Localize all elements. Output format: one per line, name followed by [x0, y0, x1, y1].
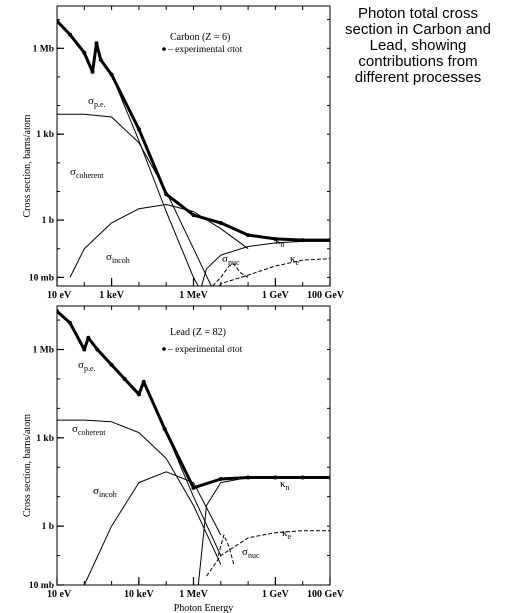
data-point	[136, 392, 141, 397]
data-point	[191, 213, 196, 218]
series-label: κn	[280, 478, 290, 492]
x-axis-label: Photon Energy	[174, 603, 234, 613]
series-label: σnuc	[222, 253, 240, 267]
data-point	[68, 32, 73, 37]
y-tick-label: 1 Mb	[33, 345, 54, 355]
x-tick-label: 10 eV	[47, 290, 72, 301]
x-tick-label: 10 keV	[124, 589, 155, 600]
series-line	[212, 263, 249, 286]
y-tick-label: 10 mb	[29, 581, 54, 591]
series-line	[57, 22, 199, 286]
data-point	[328, 475, 330, 480]
y-axis-label: Cross section, barns/atom	[22, 414, 33, 517]
figure-caption: Photon total cross section in Carbon and…	[330, 6, 506, 86]
data-point	[68, 320, 73, 325]
caption-line: Photon total cross	[357, 5, 479, 22]
data-point	[95, 347, 100, 352]
x-tick-label: 1 GeV	[262, 589, 290, 600]
data-point	[246, 233, 251, 238]
series-label: σincoh	[106, 251, 130, 265]
caption-line: Lead, showing	[369, 37, 467, 54]
series-label: κn	[275, 235, 285, 249]
series-layer	[57, 18, 330, 286]
data-point	[162, 426, 167, 431]
y-tick-label: 1 Mb	[33, 44, 54, 54]
legend-label: – experimental σtot	[167, 345, 243, 355]
series-line	[218, 258, 330, 286]
series-line	[197, 477, 330, 585]
legend-marker	[162, 47, 166, 51]
data-point	[94, 41, 99, 46]
chart-title: Carbon (Z = 6)	[170, 32, 230, 43]
y-axis-label: Cross section, barns/atom	[22, 114, 33, 217]
x-tick-label: 100 GeV	[307, 290, 345, 301]
series-label: κe	[290, 253, 300, 267]
series-line	[57, 310, 330, 490]
data-point	[273, 236, 278, 241]
data-point	[98, 57, 103, 62]
data-point	[141, 379, 146, 384]
x-tick-label: 100 GeV	[307, 589, 345, 600]
y-tick-label: 1 b	[42, 216, 54, 226]
y-tick-label: 1 kb	[36, 130, 54, 140]
y-tick-label: 10 mb	[29, 273, 54, 283]
series-line	[69, 204, 249, 278]
data-point	[246, 475, 251, 480]
data-point	[328, 238, 330, 243]
data-point	[82, 50, 87, 55]
data-point	[191, 485, 196, 490]
series-label: σp.e.	[88, 95, 106, 109]
series-label: σp.e.	[78, 359, 96, 373]
data-point	[109, 362, 114, 367]
legend-label: – experimental σtot	[167, 45, 243, 55]
data-point	[273, 475, 278, 480]
series-label: σcoherent	[70, 166, 104, 180]
data-point	[136, 127, 141, 132]
y-tick-label: 1 kb	[36, 434, 54, 444]
data-point	[122, 376, 127, 381]
x-tick-label: 10 eV	[47, 589, 72, 600]
y-tick-label: 1 b	[42, 522, 54, 532]
series-label: σnuc	[242, 546, 260, 560]
series-line	[57, 113, 212, 286]
data-point	[90, 69, 95, 74]
series-label: κe	[282, 527, 292, 541]
series-line	[57, 419, 222, 565]
legend-marker	[162, 347, 166, 351]
x-tick-label: 1 keV	[99, 290, 125, 301]
series-label: σcoherent	[72, 423, 106, 437]
series-layer	[57, 309, 330, 585]
x-tick-label: 1 GeV	[262, 290, 290, 301]
lead-chart: 10 eV 10 keV 1 MeV 1 GeV 100 GeV 1 Mb 1 kb 1 b 1…	[22, 305, 345, 613]
series-line	[206, 530, 330, 577]
data-point	[57, 309, 59, 314]
data-point	[109, 72, 114, 77]
data-point	[300, 475, 305, 480]
x-tick-label: 1 MeV	[179, 589, 208, 600]
data-point	[218, 476, 223, 481]
caption-line: section in Carbon and	[345, 21, 491, 38]
caption-line: contributions from	[358, 53, 478, 70]
x-tick-label: 1 MeV	[179, 290, 208, 301]
data-point	[164, 192, 169, 197]
data-point	[57, 18, 59, 23]
carbon-chart: 10 eV 1 keV 1 MeV 1 GeV 100 GeV 1 Mb 1 kb 1 b 10…	[22, 5, 345, 301]
data-point	[82, 347, 87, 352]
series-line	[217, 534, 235, 565]
caption-line: different processes	[354, 69, 482, 86]
chart-title: Lead (Z = 82)	[170, 327, 226, 338]
data-point	[86, 335, 91, 340]
data-point	[218, 220, 223, 225]
series-line	[83, 471, 222, 585]
series-label: σincoh	[93, 485, 117, 499]
data-point	[300, 238, 305, 243]
